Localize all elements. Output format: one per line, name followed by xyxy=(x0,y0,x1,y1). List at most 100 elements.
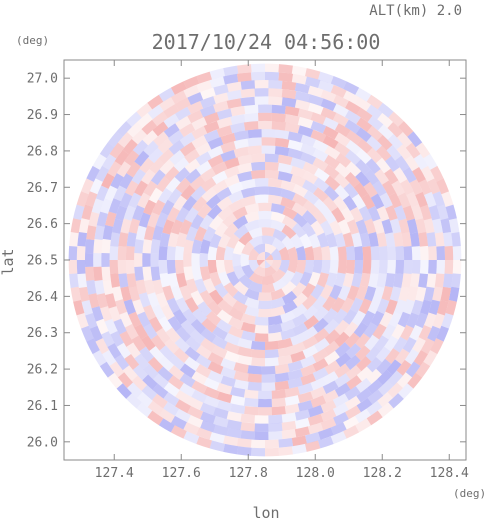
radar-cell xyxy=(310,395,327,408)
radar-cell xyxy=(215,260,226,274)
radar-cell xyxy=(287,148,304,160)
radar-cell xyxy=(226,419,242,431)
radar-cell xyxy=(135,225,147,241)
radar-cell xyxy=(182,195,197,212)
radar-cell xyxy=(366,135,382,152)
radar-cell xyxy=(274,137,290,148)
radar-cell xyxy=(212,326,228,341)
radar-cell xyxy=(199,289,214,306)
radar-cell xyxy=(166,260,176,274)
radar-cell xyxy=(407,372,423,389)
radar-cell xyxy=(261,227,276,237)
radar-cell xyxy=(224,332,240,346)
radar-cell xyxy=(335,152,352,168)
radar-cell xyxy=(436,178,449,195)
radar-cell xyxy=(310,386,327,400)
radar-cell xyxy=(302,305,319,320)
radar-cell xyxy=(258,210,272,220)
radar-cell xyxy=(426,273,437,288)
radar-cell xyxy=(412,337,426,354)
radar-cell xyxy=(175,399,192,414)
radar-cell xyxy=(261,374,276,383)
radar-cell xyxy=(81,178,94,195)
radar-cell xyxy=(124,323,139,340)
radar-cell xyxy=(287,360,304,372)
radar-cell xyxy=(196,436,212,449)
radar-cell xyxy=(355,418,372,433)
radar-cell xyxy=(265,254,274,260)
y-tick-label: 26.0 xyxy=(27,435,58,450)
radar-cell xyxy=(384,273,396,288)
radar-cell xyxy=(257,292,273,301)
radar-cell xyxy=(345,365,362,380)
radar-cell xyxy=(150,238,161,254)
radar-cell xyxy=(247,137,262,147)
radar-cell xyxy=(247,129,262,139)
radar-cell xyxy=(119,330,134,347)
radar-cell xyxy=(290,233,304,249)
radar-cell xyxy=(244,297,260,309)
radar-cell xyxy=(240,195,256,207)
radar-cell xyxy=(151,111,168,127)
radar-cell xyxy=(322,126,339,140)
radar-cell xyxy=(153,131,169,147)
radar-cell xyxy=(312,367,329,381)
radar-cell xyxy=(191,117,208,131)
radar-cell xyxy=(175,389,192,405)
radar-cell xyxy=(418,231,429,247)
radar-cell xyxy=(282,300,298,314)
radar-cell xyxy=(179,382,196,397)
radar-cell xyxy=(271,104,286,115)
radar-cell xyxy=(101,173,115,189)
radar-cell xyxy=(183,266,194,281)
radar-cell xyxy=(137,112,153,129)
radar-cell xyxy=(297,125,314,138)
radar-cell xyxy=(163,391,180,407)
radar-cell xyxy=(322,208,337,225)
radar-cell xyxy=(367,379,383,395)
radar-cell xyxy=(117,260,127,274)
radar-cell xyxy=(366,400,383,416)
radar-cell xyxy=(281,215,298,230)
radar-cell xyxy=(175,115,192,131)
radar-cell xyxy=(428,299,441,315)
radar-cell xyxy=(334,132,351,147)
radar-cell xyxy=(366,104,383,120)
radar-cell xyxy=(167,272,179,288)
radar-cell xyxy=(230,114,246,125)
radar-cell xyxy=(222,292,238,308)
radar-cell xyxy=(158,355,174,372)
radar-cell xyxy=(203,395,220,408)
radar-cell xyxy=(345,245,355,260)
radar-cell xyxy=(174,167,190,183)
radar-cell xyxy=(393,336,408,353)
radar-cell xyxy=(183,84,200,98)
radar-cell xyxy=(247,381,262,391)
radar-cell xyxy=(223,65,239,77)
radar-cell xyxy=(93,239,103,254)
radar-cell xyxy=(409,232,420,247)
radar-cell xyxy=(179,363,196,379)
radar-cell xyxy=(85,313,98,329)
radar-cell xyxy=(209,271,222,287)
radar-cell xyxy=(224,157,240,170)
radar-cell xyxy=(305,440,321,452)
radar-cell xyxy=(118,232,129,247)
radar-cell xyxy=(209,68,225,80)
radar-cell xyxy=(224,246,235,260)
radar-cell xyxy=(432,218,443,234)
radar-cell xyxy=(116,161,132,178)
radar-cell xyxy=(168,140,185,155)
radar-cell xyxy=(356,366,373,382)
radar-cell xyxy=(294,409,311,421)
radar-cell xyxy=(350,297,364,314)
radar-cell xyxy=(254,324,269,334)
radar-cell xyxy=(169,150,185,166)
radar-cell xyxy=(86,279,97,295)
radar-cell xyxy=(142,266,153,281)
radar-cell xyxy=(199,239,211,254)
radar-cell xyxy=(300,143,316,156)
x-tick-label: 127.6 xyxy=(162,466,201,481)
radar-cell xyxy=(312,157,329,172)
radar-cell xyxy=(240,80,256,90)
